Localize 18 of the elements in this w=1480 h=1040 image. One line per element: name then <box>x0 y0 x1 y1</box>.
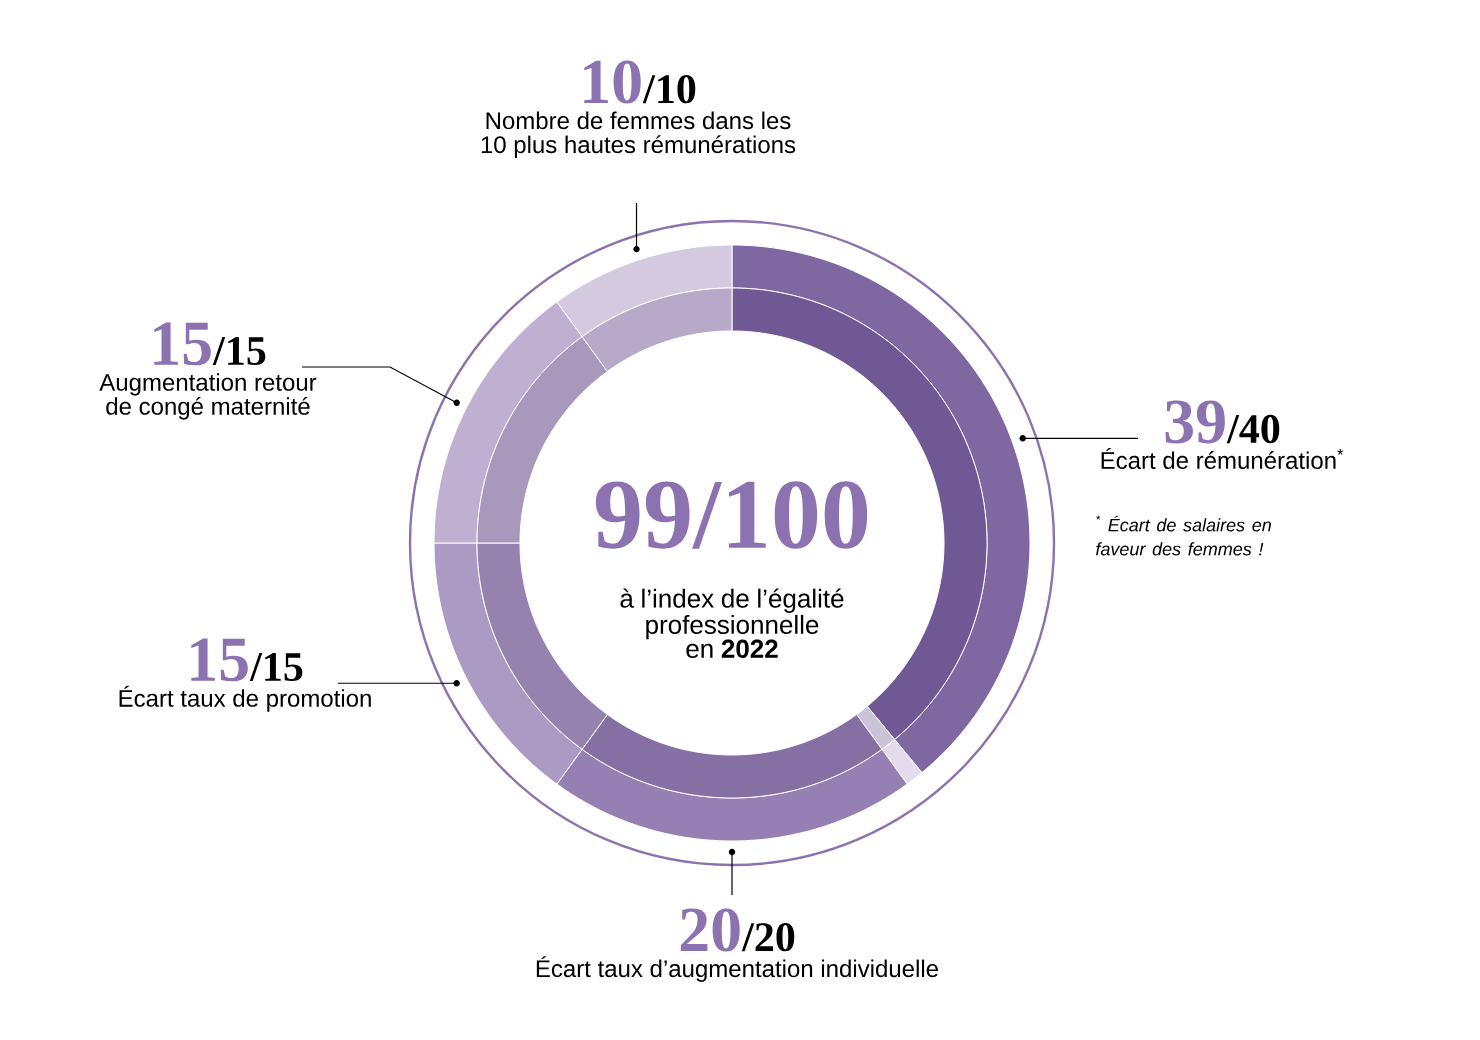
text: /15 <box>212 336 266 366</box>
text: $^{*}$ Écart de salaires en faveur des femmes ! <box>1096 515 1271 556</box>
text: 99/100 <box>595 481 868 549</box>
text: /40 <box>1226 414 1280 444</box>
slice-label: Écart taux de promotion <box>119 685 371 712</box>
slice-label: Écart de rémunération$^{*}$ <box>1101 447 1344 469</box>
slice-label: Écart taux d’augmentation individuelle <box>536 956 938 982</box>
text: /20 <box>741 923 795 952</box>
data-label: 39 <box>1165 400 1225 444</box>
data-label: 20 <box>680 908 740 952</box>
text: /15 <box>249 652 303 682</box>
slice-label: Augmentation retour de congé maternité <box>99 373 317 420</box>
text: à l’index de l’égalité professionnelle en 2022 <box>620 588 844 659</box>
data-label: 15 <box>154 322 211 366</box>
data-label: 10 <box>584 60 641 104</box>
slice-label: Nombre de femmes dans les 10 plus hautes rémunérations <box>481 111 796 158</box>
text: /10 <box>642 75 696 104</box>
data-label: 15 <box>191 638 248 682</box>
